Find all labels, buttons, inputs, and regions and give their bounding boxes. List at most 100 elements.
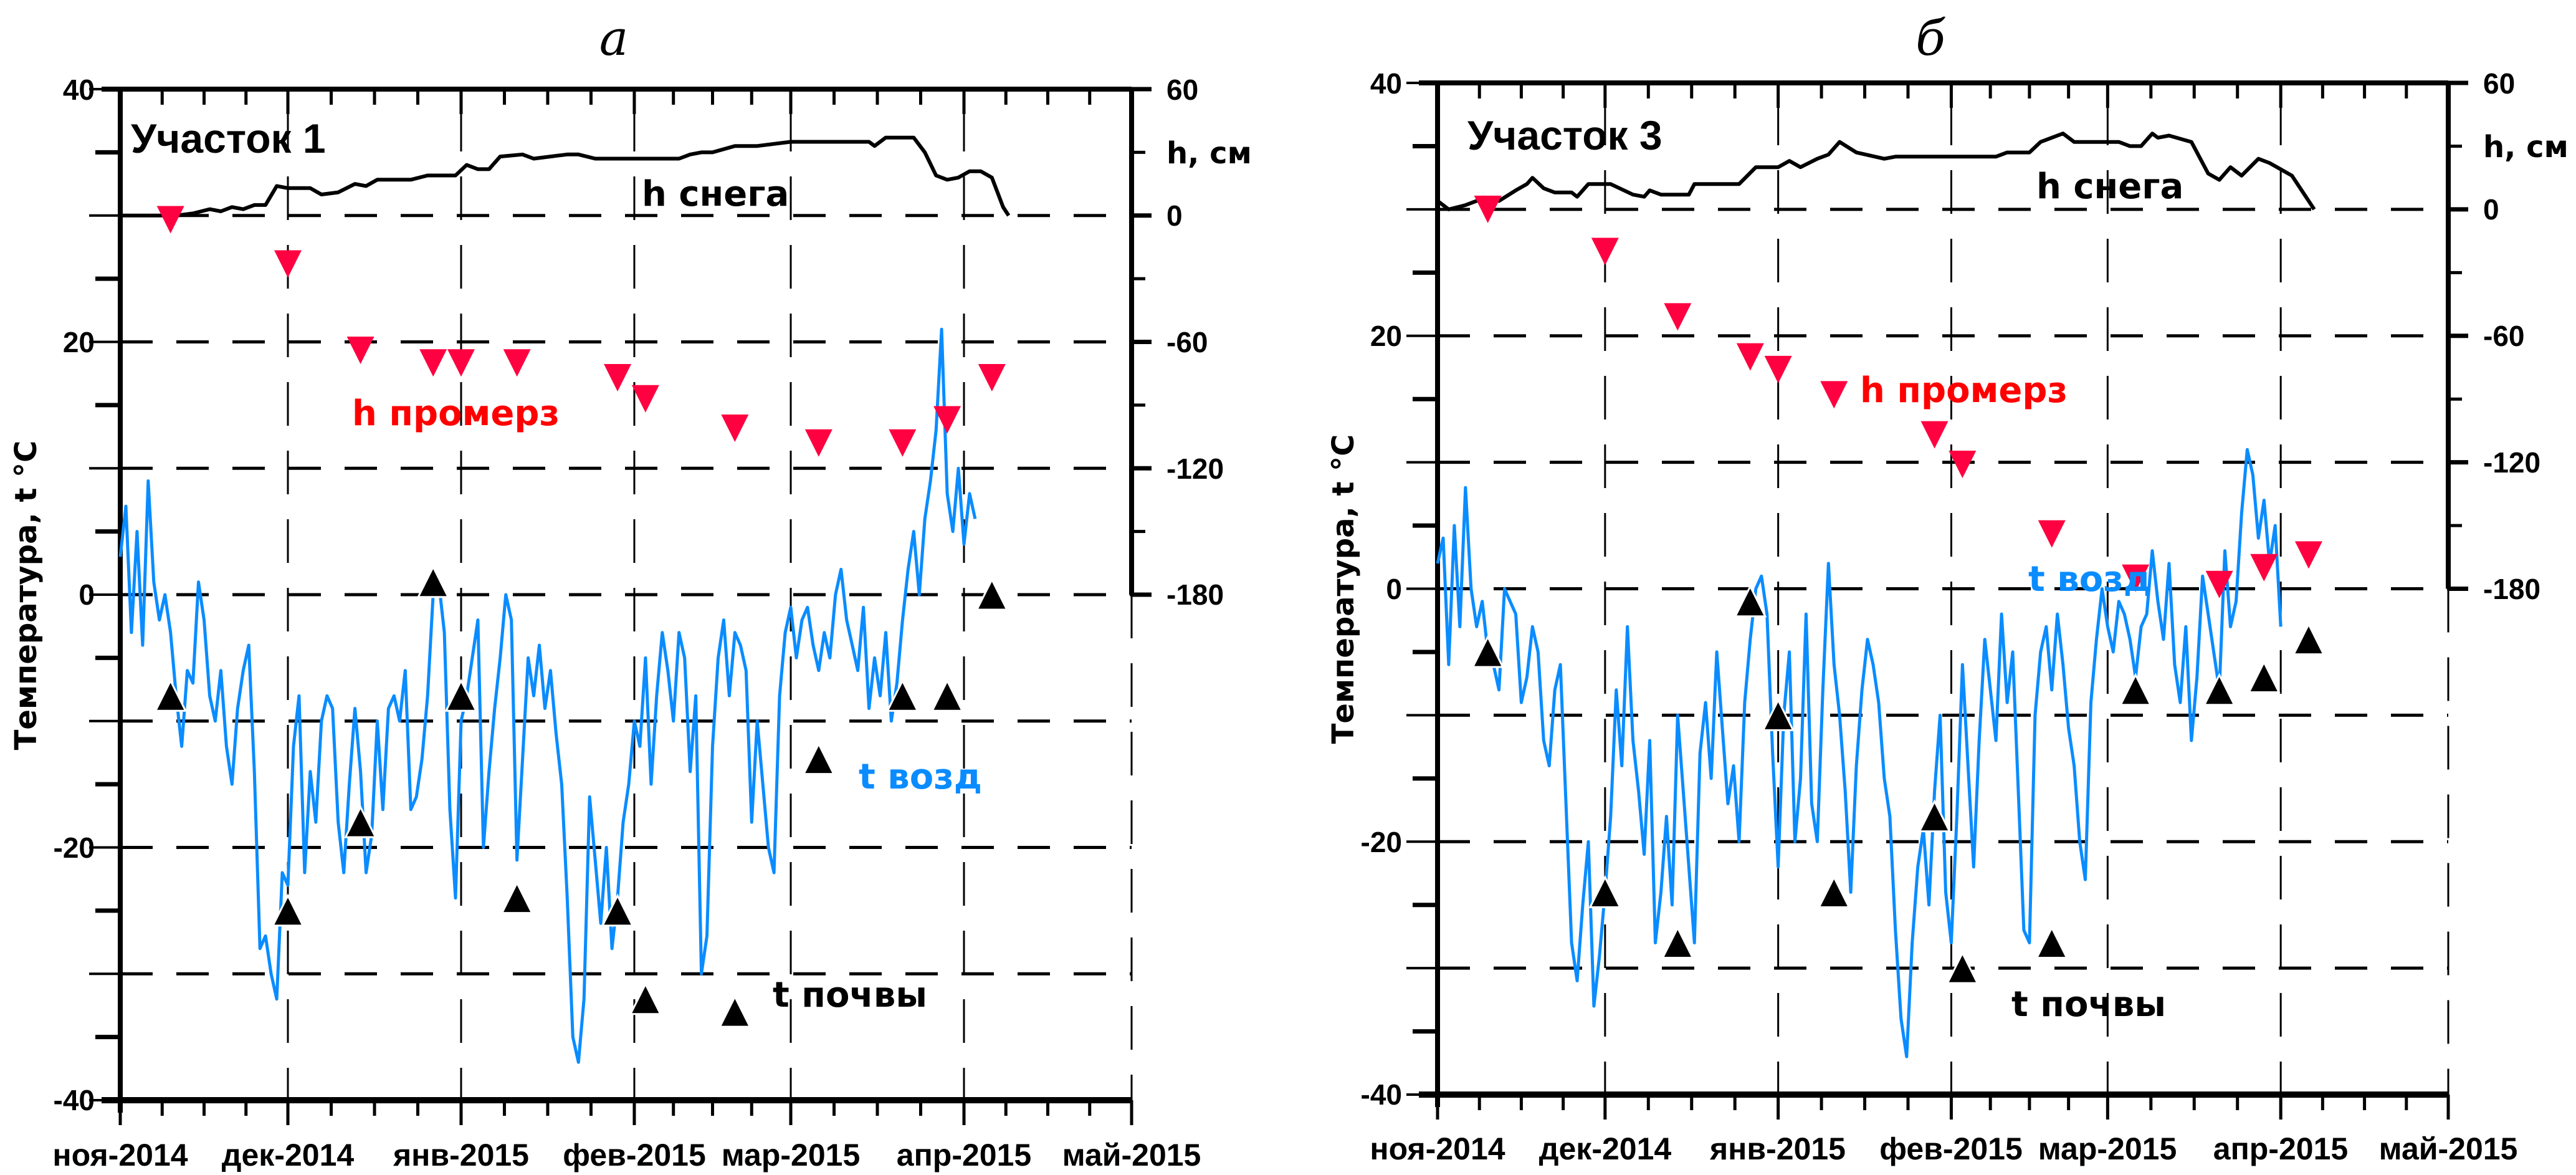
frost-depth-marker bbox=[419, 349, 447, 377]
snow-depth-line bbox=[120, 135, 1011, 218]
panel-letter: б bbox=[1915, 11, 1945, 67]
frost-depth-marker bbox=[604, 363, 632, 391]
frost-depth-marker bbox=[889, 429, 917, 457]
frost-depth-marker bbox=[978, 363, 1006, 391]
right-axis-units: h, см bbox=[2483, 130, 2569, 165]
right-tick-label: 60 bbox=[1166, 74, 1198, 106]
soil-temp-marker bbox=[500, 881, 534, 914]
right-tick-label: -180 bbox=[2483, 573, 2540, 605]
frost-depth-label: h промерз bbox=[1860, 370, 2068, 411]
air-temp-series bbox=[118, 327, 977, 1064]
frost-depth-marker bbox=[2294, 541, 2322, 569]
air-temp-line bbox=[1436, 448, 2283, 1058]
soil-temp-marker bbox=[344, 805, 378, 838]
x-tick-label: ноя-2014 bbox=[1370, 1131, 1505, 1166]
left-tick-label: 20 bbox=[1370, 320, 1402, 352]
frost-depth-markers bbox=[1474, 195, 2322, 598]
x-tick-label: мар-2015 bbox=[2038, 1131, 2177, 1166]
grid bbox=[1438, 102, 2448, 1095]
snow-depth-line bbox=[1436, 132, 2316, 211]
frost-depth-marker bbox=[274, 250, 302, 278]
x-tick-label: фев-2015 bbox=[563, 1138, 706, 1173]
x-tick-label: фев-2015 bbox=[1879, 1131, 2023, 1166]
left-tick-label: 40 bbox=[1370, 67, 1402, 100]
soil-temp-marker bbox=[154, 678, 188, 712]
soil-temp-marker bbox=[2203, 673, 2236, 706]
snow-depth-series bbox=[1436, 132, 2316, 211]
right-tick-label: -180 bbox=[1166, 578, 1224, 611]
left-tick-label: 0 bbox=[79, 578, 95, 611]
site-title: Участок 3 bbox=[1467, 112, 1662, 158]
right-axis-units: h, см bbox=[1166, 136, 1252, 171]
frost-depth-marker bbox=[503, 349, 531, 377]
air-temp-series bbox=[1436, 448, 2283, 1058]
right-tick-label: -60 bbox=[1166, 326, 1208, 358]
panel-letter: a bbox=[599, 11, 629, 67]
snow-depth-series bbox=[120, 135, 1011, 218]
soil-temp-marker bbox=[1817, 875, 1851, 908]
site-title: Участок 1 bbox=[131, 115, 326, 161]
x-tick-label: мар-2015 bbox=[722, 1138, 861, 1173]
left-tick-label: 40 bbox=[63, 74, 95, 106]
panel-a: a 40 20 0 -20 -40 60 0 -60 -120 -180 h, … bbox=[9, 11, 1252, 1173]
soil-temp-marker bbox=[885, 678, 919, 712]
left-tick-label: 20 bbox=[63, 326, 95, 358]
left-tick-label: 0 bbox=[1386, 573, 1402, 605]
left-tick-label: -40 bbox=[54, 1084, 95, 1116]
soil-temp-marker bbox=[2119, 673, 2152, 706]
right-tick-label: -60 bbox=[2483, 320, 2524, 352]
x-tick-label: янв-2015 bbox=[393, 1138, 529, 1173]
right-tick-label: -120 bbox=[2483, 446, 2540, 479]
y-axis-label: Температура, t °C bbox=[1326, 434, 1361, 744]
soil-temp-markers bbox=[1471, 584, 2326, 984]
right-tick-labels: 60 0 -60 -120 -180 h, см bbox=[1166, 74, 1252, 611]
soil-temp-marker bbox=[1661, 926, 1694, 959]
right-tick-label: 60 bbox=[2483, 67, 2515, 100]
y-axis-label: Температура, t °C bbox=[9, 441, 44, 751]
frost-depth-marker bbox=[1664, 303, 1692, 331]
frost-depth-marker bbox=[721, 415, 749, 443]
soil-temp-marker bbox=[975, 577, 1009, 611]
soil-temp-marker bbox=[930, 678, 964, 712]
soil-temp-marker bbox=[1945, 951, 1979, 984]
soil-temp-marker bbox=[802, 742, 836, 775]
soil-temp-marker bbox=[2292, 622, 2326, 656]
frost-depth-label: h промерз bbox=[352, 393, 560, 434]
soil-temp-marker bbox=[1734, 584, 1767, 618]
frost-depth-marker bbox=[1474, 195, 1502, 223]
right-tick-labels: 60 0 -60 -120 -180 h, см bbox=[2483, 67, 2569, 605]
soil-temp-marker bbox=[1471, 635, 1505, 668]
soil-temp-marker bbox=[1762, 698, 1795, 731]
frost-depth-marker bbox=[1949, 451, 1977, 479]
right-tick-label: 0 bbox=[2483, 193, 2499, 226]
x-tick-label: май-2015 bbox=[1062, 1138, 1201, 1173]
frost-depth-marker bbox=[2205, 570, 2233, 598]
frost-depth-marker bbox=[156, 206, 184, 234]
x-tick-label: ноя-2014 bbox=[52, 1138, 188, 1173]
soil-temp-marker bbox=[416, 565, 450, 598]
air-temp-label: t возд bbox=[859, 757, 982, 797]
x-tick-label: апр-2015 bbox=[897, 1138, 1031, 1173]
x-tick-label: апр-2015 bbox=[2213, 1131, 2348, 1166]
soil-temp-marker bbox=[1918, 799, 1951, 833]
frost-depth-marker bbox=[1591, 237, 1619, 266]
frost-depth-markers bbox=[156, 206, 1006, 457]
frost-depth-marker bbox=[1764, 355, 1792, 383]
frost-depth-marker bbox=[804, 429, 832, 457]
frost-depth-marker bbox=[2250, 554, 2278, 582]
axes bbox=[89, 87, 1152, 1125]
panel-b: б 40 20 0 -20 -40 60 0 -60 -120 -180 h, … bbox=[1326, 11, 2569, 1166]
soil-temp-label: t почвы bbox=[773, 975, 927, 1015]
left-tick-label: -20 bbox=[1361, 826, 1402, 858]
soil-temp-marker bbox=[1588, 875, 1622, 908]
x-tick-labels: ноя-2014 дек-2014 янв-2015 фев-2015 мар-… bbox=[52, 1138, 1201, 1173]
soil-temp-marker bbox=[444, 678, 478, 712]
x-tick-label: май-2015 bbox=[2379, 1131, 2518, 1166]
x-tick-label: дек-2014 bbox=[1539, 1131, 1672, 1166]
frost-depth-marker bbox=[631, 385, 659, 413]
left-tick-labels: 40 20 0 -20 -40 bbox=[54, 74, 95, 1116]
axes bbox=[1406, 80, 2468, 1120]
left-tick-label: -40 bbox=[1361, 1078, 1402, 1111]
x-tick-label: янв-2015 bbox=[1709, 1131, 1846, 1166]
